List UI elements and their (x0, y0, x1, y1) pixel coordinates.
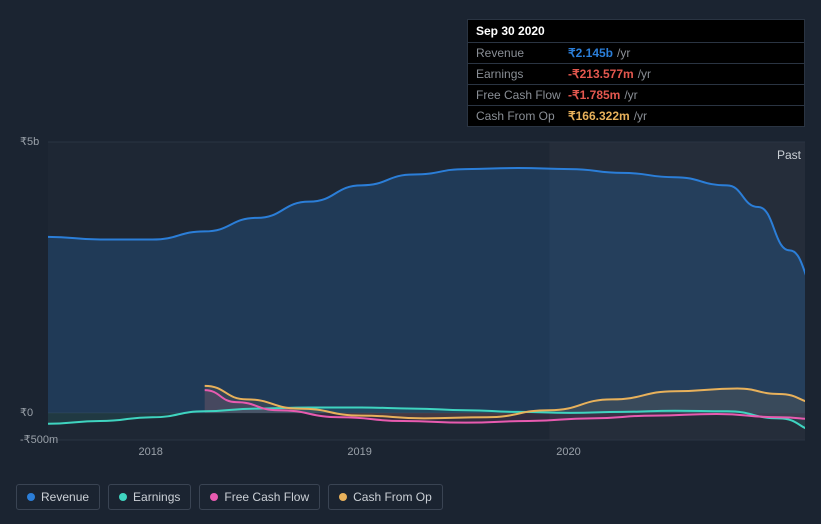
tooltip-row-unit: /yr (624, 89, 637, 101)
tooltip-row-value: -₹213.577m (568, 68, 634, 80)
legend-label: Earnings (133, 490, 180, 504)
x-axis-tick: 2018 (138, 446, 162, 458)
y-axis-tick: ₹0 (20, 406, 33, 419)
tooltip-date: Sep 30 2020 (468, 20, 804, 43)
y-axis-tick: ₹5b (20, 135, 39, 148)
tooltip-row-label: Earnings (476, 68, 568, 80)
tooltip-row: Free Cash Flow-₹1.785m/yr (468, 85, 804, 106)
legend-item-cash_from_op[interactable]: Cash From Op (328, 484, 443, 510)
tooltip-row-unit: /yr (638, 68, 651, 80)
legend-label: Cash From Op (353, 490, 432, 504)
legend-dot-icon (210, 493, 218, 501)
legend-dot-icon (119, 493, 127, 501)
legend-dot-icon (27, 493, 35, 501)
tooltip-row: Cash From Op₹166.322m/yr (468, 106, 804, 126)
legend-item-revenue[interactable]: Revenue (16, 484, 100, 510)
tooltip-row-value: ₹166.322m (568, 110, 630, 122)
tooltip-row-unit: /yr (617, 47, 630, 59)
tooltip-row: Earnings-₹213.577m/yr (468, 64, 804, 85)
tooltip-row-label: Cash From Op (476, 110, 568, 122)
legend-label: Revenue (41, 490, 89, 504)
tooltip-row-unit: /yr (634, 110, 647, 122)
past-label: Past (777, 148, 801, 162)
legend-item-free_cash_flow[interactable]: Free Cash Flow (199, 484, 320, 510)
x-axis-tick: 2019 (347, 446, 371, 458)
legend: Revenue Earnings Free Cash Flow Cash From O… (16, 484, 443, 510)
tooltip-row-label: Free Cash Flow (476, 89, 568, 101)
legend-item-earnings[interactable]: Earnings (108, 484, 191, 510)
chart-tooltip: Sep 30 2020 Revenue₹2.145b/yrEarnings-₹2… (467, 19, 805, 127)
tooltip-row-label: Revenue (476, 47, 568, 59)
tooltip-row-value: -₹1.785m (568, 89, 620, 101)
y-axis-tick: -₹500m (20, 433, 58, 446)
tooltip-row-value: ₹2.145b (568, 47, 613, 59)
legend-dot-icon (339, 493, 347, 501)
x-axis-tick: 2020 (556, 446, 580, 458)
tooltip-row: Revenue₹2.145b/yr (468, 43, 804, 64)
legend-label: Free Cash Flow (224, 490, 309, 504)
